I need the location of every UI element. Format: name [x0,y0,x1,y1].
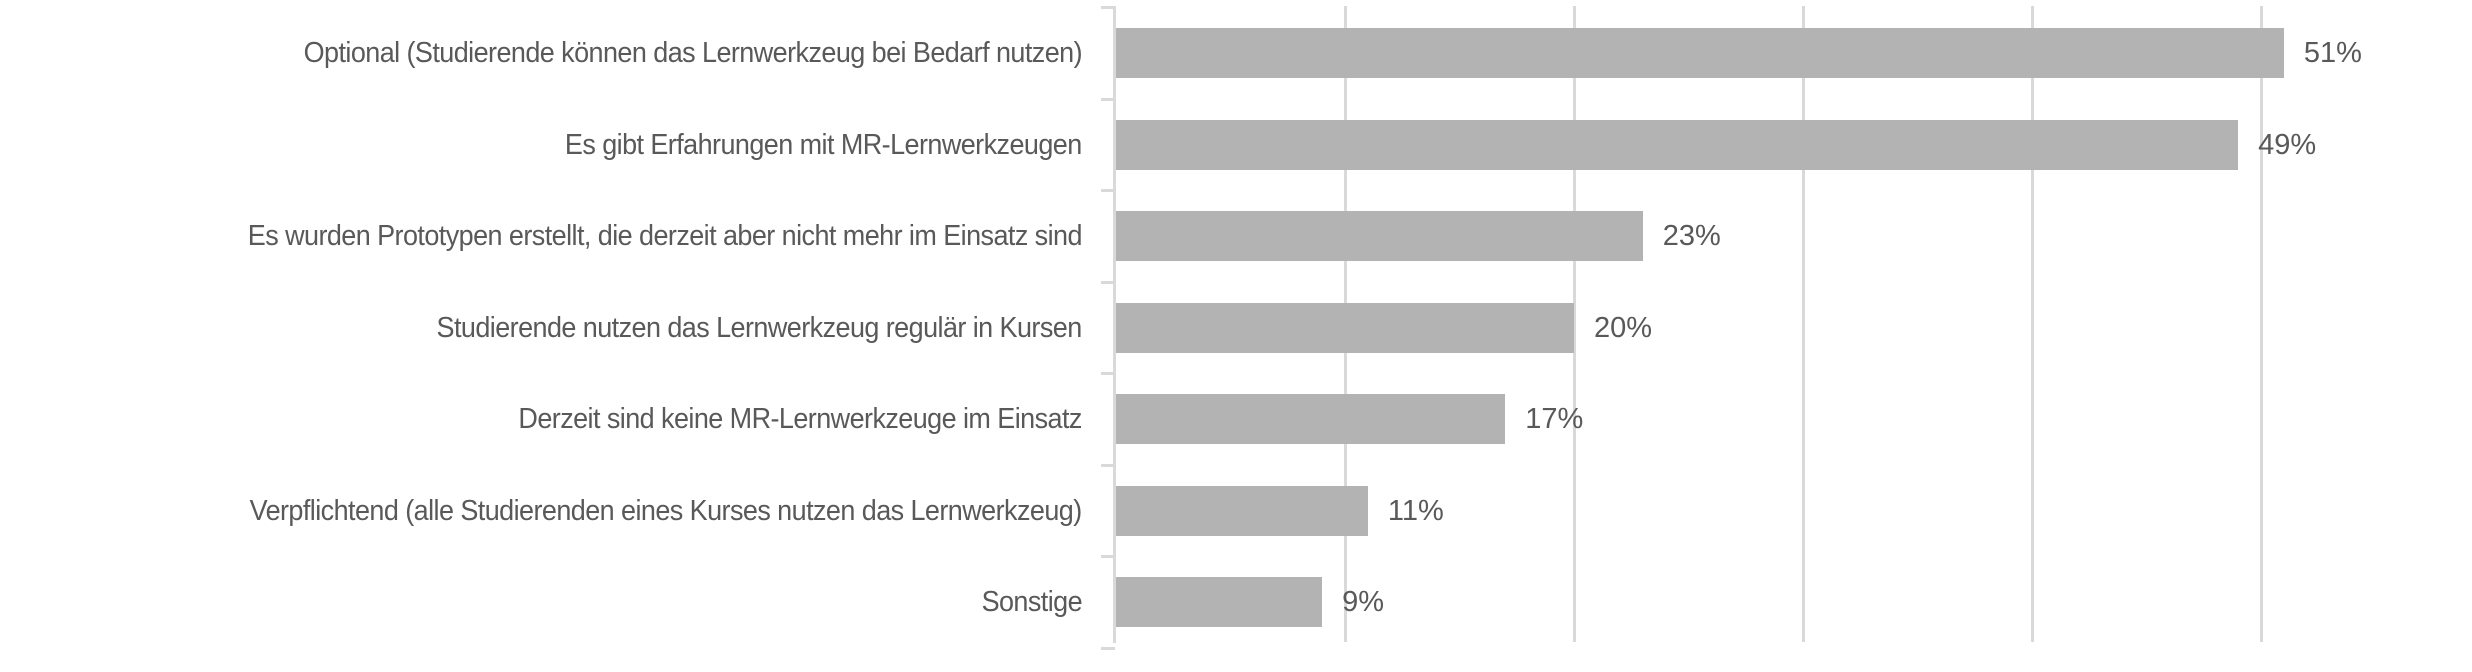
bar [1116,302,1574,353]
gridline [1802,6,1805,642]
category-label: Es wurden Prototypen erstellt, die derze… [247,220,1083,252]
axis-tick [1101,189,1115,192]
category-label: Verpflichtend (alle Studierenden eines K… [249,494,1083,527]
gridline [2031,6,2034,642]
value-label: 49% [2258,128,2317,161]
bar-row: Es gibt Erfahrungen mit MR-Lernwerkzeuge… [0,99,2472,191]
axis-tick [1101,372,1115,375]
bar [1116,394,1506,444]
value-label: 17% [1525,403,1584,435]
axis-tick [1101,6,1115,9]
axis-tick [1101,97,1115,101]
bar-row: Studierende nutzen das Lernwerkzeug regu… [0,282,2472,374]
bar-row: Sonstige 9% [0,556,2472,648]
gridline [2260,6,2263,642]
bar-row: Optional (Studierende können das Lernwer… [0,7,2472,99]
gridline [1573,6,1576,642]
value-label: 11% [1387,494,1444,527]
axis-tick [1101,280,1115,284]
bar [1116,485,1368,536]
value-label: 51% [2303,37,2362,69]
value-label: 23% [1662,220,1721,252]
axis-tick [1101,646,1115,650]
bar-row: Verpflichtend (alle Studierenden eines K… [0,465,2472,557]
bar-row: Derzeit sind keine MR-Lernwerkzeuge im E… [0,373,2472,465]
category-label: Es gibt Erfahrungen mit MR-Lernwerkzeuge… [565,128,1082,161]
bar-row: Es wurden Prototypen erstellt, die derze… [0,190,2472,282]
category-label: Derzeit sind keine MR-Lernwerkzeuge im E… [518,403,1083,435]
category-label: Sonstige [981,586,1083,618]
value-label: 20% [1594,311,1653,344]
axis-tick [1101,555,1115,558]
bar [1116,28,2284,78]
axis-tick [1101,463,1115,467]
value-label: 9% [1342,586,1385,618]
category-label: Studierende nutzen das Lernwerkzeug regu… [436,311,1083,344]
category-axis [1113,6,1116,643]
bar [1116,577,1323,627]
bar [1116,119,2239,170]
bar [1116,211,1643,261]
category-label: Optional (Studierende können das Lernwer… [303,37,1083,69]
